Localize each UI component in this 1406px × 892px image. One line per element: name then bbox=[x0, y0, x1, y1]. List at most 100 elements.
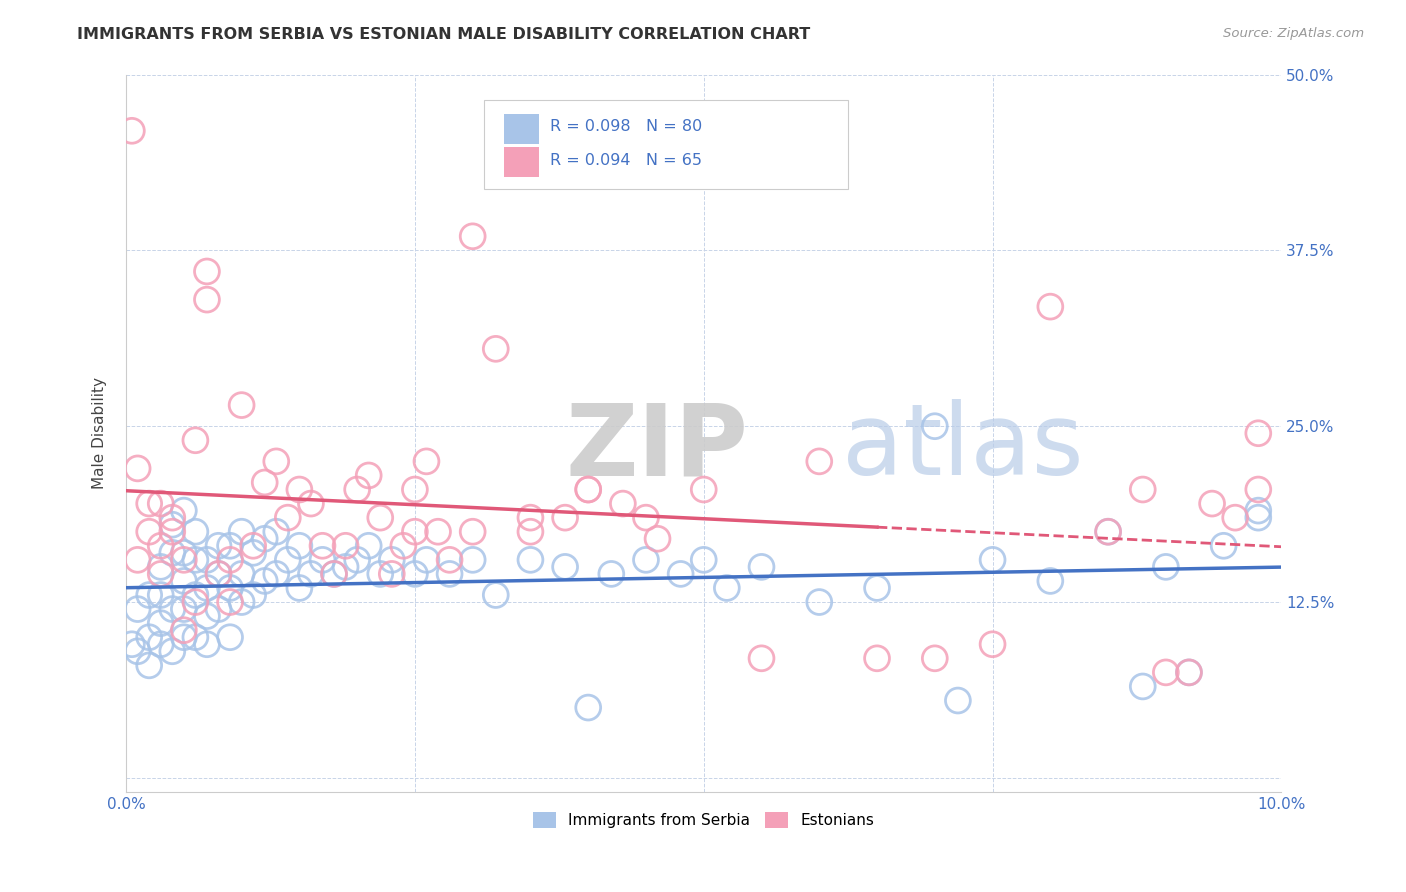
Point bbox=[195, 293, 218, 307]
Point bbox=[1201, 497, 1223, 511]
Point bbox=[184, 588, 207, 602]
Point bbox=[357, 468, 380, 483]
Point bbox=[207, 602, 229, 616]
Point bbox=[127, 461, 149, 475]
Point bbox=[404, 566, 426, 581]
Point bbox=[576, 700, 599, 714]
Point bbox=[427, 524, 450, 539]
Point bbox=[1247, 483, 1270, 497]
Point bbox=[184, 595, 207, 609]
Point bbox=[149, 616, 172, 631]
Point bbox=[121, 637, 143, 651]
Point bbox=[381, 553, 404, 567]
Point bbox=[404, 483, 426, 497]
Point bbox=[173, 574, 195, 588]
Point bbox=[1154, 560, 1177, 574]
Point bbox=[231, 595, 253, 609]
Point bbox=[127, 644, 149, 658]
Point bbox=[231, 524, 253, 539]
Point bbox=[173, 553, 195, 567]
Point bbox=[1132, 680, 1154, 694]
Point bbox=[149, 497, 172, 511]
Point bbox=[1247, 510, 1270, 524]
Point bbox=[576, 483, 599, 497]
Point bbox=[138, 497, 160, 511]
Point bbox=[634, 553, 657, 567]
FancyBboxPatch shape bbox=[503, 147, 538, 178]
Point bbox=[381, 566, 404, 581]
Point bbox=[149, 566, 172, 581]
Point bbox=[1247, 426, 1270, 441]
Point bbox=[277, 510, 299, 524]
Point bbox=[1039, 300, 1062, 314]
Point bbox=[219, 630, 242, 644]
Point bbox=[162, 524, 184, 539]
Text: R = 0.094   N = 65: R = 0.094 N = 65 bbox=[550, 153, 702, 168]
Point bbox=[554, 560, 576, 574]
Point bbox=[149, 637, 172, 651]
Point bbox=[439, 566, 461, 581]
Point bbox=[311, 539, 333, 553]
Point bbox=[242, 546, 264, 560]
Point bbox=[299, 566, 322, 581]
Point bbox=[368, 510, 391, 524]
Point bbox=[1212, 539, 1234, 553]
Point bbox=[162, 644, 184, 658]
Point bbox=[924, 651, 946, 665]
Point bbox=[368, 566, 391, 581]
Point bbox=[207, 566, 229, 581]
Point bbox=[173, 546, 195, 560]
Point bbox=[138, 524, 160, 539]
Point bbox=[335, 560, 357, 574]
Point bbox=[1097, 524, 1119, 539]
Point bbox=[253, 532, 276, 546]
Point bbox=[981, 553, 1004, 567]
Point bbox=[231, 566, 253, 581]
Point bbox=[924, 419, 946, 434]
Point bbox=[149, 539, 172, 553]
Point bbox=[323, 566, 346, 581]
Point bbox=[693, 553, 716, 567]
Text: R = 0.098   N = 80: R = 0.098 N = 80 bbox=[550, 120, 703, 135]
Point bbox=[149, 588, 172, 602]
Point bbox=[808, 595, 831, 609]
Point bbox=[346, 553, 368, 567]
Point bbox=[946, 693, 969, 707]
Point bbox=[461, 524, 484, 539]
Point bbox=[231, 398, 253, 412]
Point bbox=[1132, 483, 1154, 497]
Point bbox=[219, 581, 242, 595]
Text: Source: ZipAtlas.com: Source: ZipAtlas.com bbox=[1223, 27, 1364, 40]
Point bbox=[415, 454, 437, 468]
Legend: Immigrants from Serbia, Estonians: Immigrants from Serbia, Estonians bbox=[527, 806, 880, 835]
Point bbox=[173, 630, 195, 644]
Point bbox=[751, 651, 773, 665]
Point bbox=[253, 475, 276, 490]
Point bbox=[693, 483, 716, 497]
Point bbox=[392, 539, 415, 553]
Point bbox=[981, 637, 1004, 651]
Point bbox=[173, 602, 195, 616]
FancyBboxPatch shape bbox=[484, 100, 848, 189]
Point bbox=[1247, 503, 1270, 517]
Point bbox=[600, 566, 623, 581]
Point bbox=[195, 637, 218, 651]
Text: atlas: atlas bbox=[842, 399, 1084, 496]
Point bbox=[485, 588, 508, 602]
Point bbox=[866, 581, 889, 595]
Point bbox=[173, 503, 195, 517]
Point bbox=[162, 517, 184, 532]
Point bbox=[716, 581, 738, 595]
Point bbox=[1225, 510, 1247, 524]
Point bbox=[264, 524, 287, 539]
Point bbox=[242, 539, 264, 553]
Point bbox=[288, 539, 311, 553]
Point bbox=[554, 510, 576, 524]
Point bbox=[162, 510, 184, 524]
Point bbox=[253, 574, 276, 588]
Point bbox=[519, 524, 541, 539]
Point bbox=[647, 532, 669, 546]
Point bbox=[346, 483, 368, 497]
Point bbox=[219, 539, 242, 553]
Text: ZIP: ZIP bbox=[565, 399, 748, 496]
